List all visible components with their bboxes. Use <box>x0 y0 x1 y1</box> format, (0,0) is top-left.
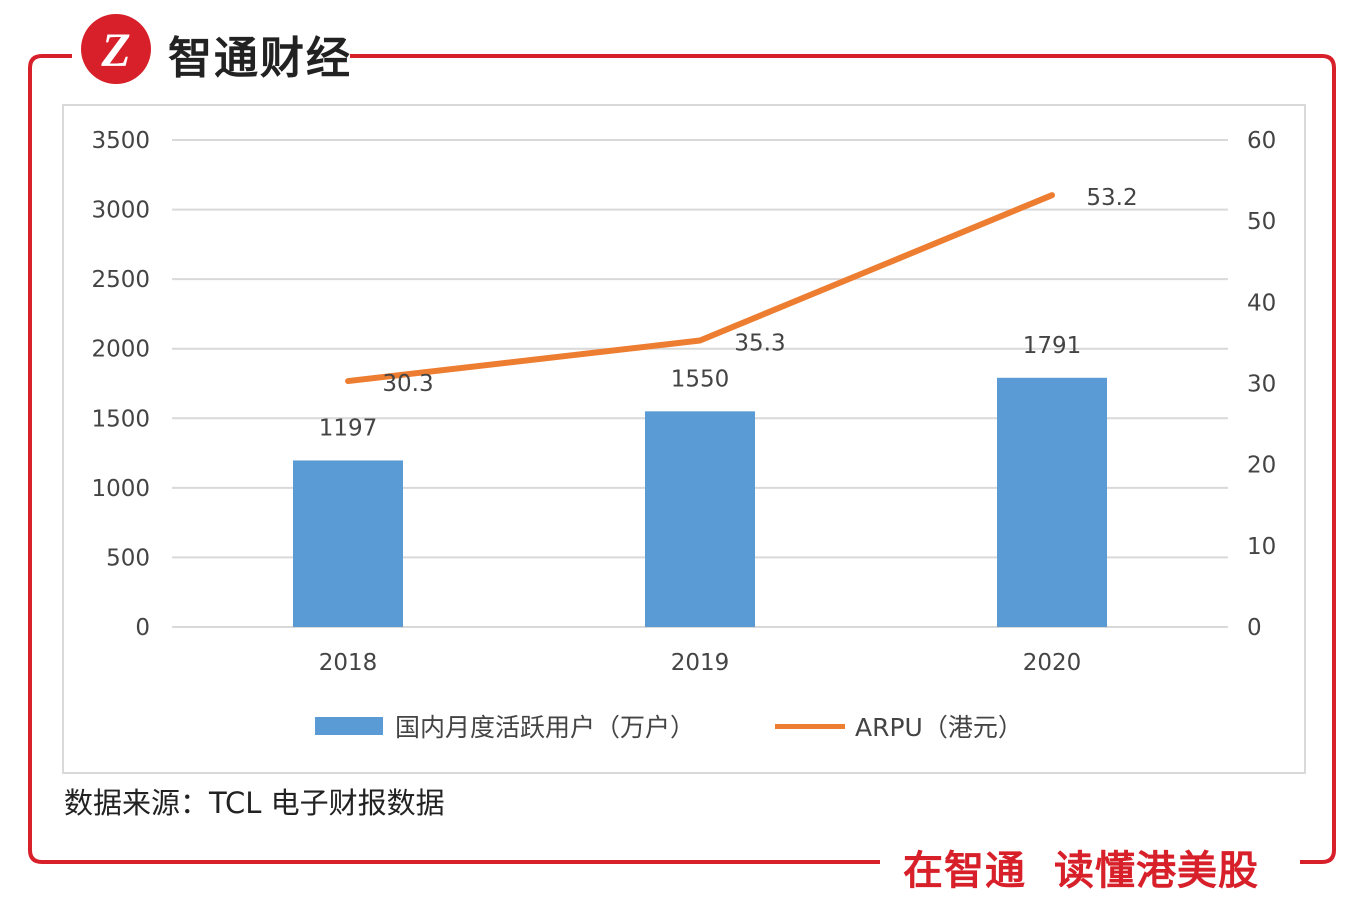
slogan: 在智通 读懂港美股 <box>895 838 1267 896</box>
line-data-label: 35.3 <box>734 330 785 356</box>
y-right-tick-label: 50 <box>1247 209 1276 235</box>
slogan-part-1: 在智通 <box>903 848 1026 894</box>
y-left-tick-label: 3500 <box>91 128 150 154</box>
y-left-tick-label: 2000 <box>91 337 150 363</box>
series-line-arpu <box>345 192 1055 385</box>
x-tick-label: 2019 <box>671 650 730 676</box>
bar <box>997 377 1107 627</box>
y-left-tick-label: 1000 <box>91 476 150 502</box>
y-left-tick-label: 0 <box>135 615 150 641</box>
y-left-tick-label: 3000 <box>91 198 150 224</box>
legend-item-bar: 国内月度活跃用户（万户） <box>315 708 695 744</box>
y-left-tick-label: 500 <box>106 545 150 571</box>
line-data-label: 30.3 <box>382 371 433 397</box>
chart: 0 500 1000 1500 2000 2500 3000 3500 0 10 20 30 40 50 6… <box>91 128 1276 676</box>
legend-item-line: ARPU（港元） <box>775 708 1023 744</box>
x-tick-label: 2018 <box>319 650 378 676</box>
legend-swatch-bar <box>315 717 383 735</box>
bar-data-label: 1550 <box>671 366 730 392</box>
frame-border-left <box>28 54 880 864</box>
legend-label-line: ARPU（港元） <box>855 713 1023 742</box>
logo-icon: Z <box>81 14 151 84</box>
bar <box>293 460 403 627</box>
slogan-part-2: 读懂港美股 <box>1054 848 1259 894</box>
line-data-label: 53.2 <box>1086 185 1137 211</box>
y-right-tick-label: 30 <box>1247 372 1276 398</box>
bar <box>645 411 755 627</box>
y-right-tick-label: 0 <box>1247 615 1262 641</box>
y-left-tick-label: 2500 <box>91 267 150 293</box>
x-tick-label: 2020 <box>1023 650 1082 676</box>
svg-text:Z: Z <box>100 24 130 77</box>
y-right-tick-label: 40 <box>1247 290 1276 316</box>
y-right-tick-label: 60 <box>1247 128 1276 154</box>
bar-data-label: 1791 <box>1023 333 1082 359</box>
y-right-tick-label: 10 <box>1247 534 1276 560</box>
brand-name: 智通财经 <box>168 33 352 84</box>
frame-border-right <box>350 54 1336 864</box>
source-note: 数据来源：TCL 电子财报数据 <box>64 786 445 820</box>
bar-data-label: 1197 <box>319 415 378 441</box>
legend-label-bar: 国内月度活跃用户（万户） <box>395 713 696 742</box>
y-left-tick-label: 1500 <box>91 406 150 432</box>
legend-swatch-line <box>775 723 845 729</box>
y-right-tick-label: 20 <box>1247 453 1276 479</box>
